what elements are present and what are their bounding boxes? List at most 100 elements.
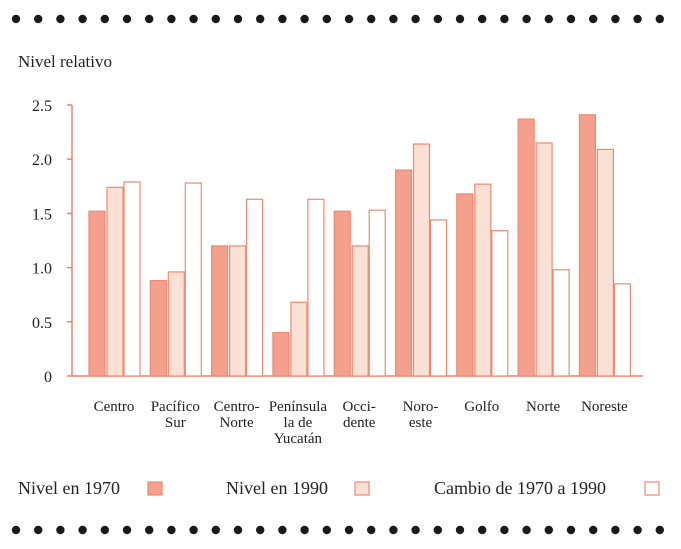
- y-tick-label: 2.0: [32, 152, 52, 169]
- bar-1: [212, 246, 228, 376]
- y-tick-label: 1.0: [32, 261, 52, 278]
- border-dot: [12, 15, 20, 23]
- border-dot: [167, 15, 175, 23]
- bar-2: [168, 272, 184, 376]
- border-dot: [589, 526, 597, 534]
- bar-1: [457, 194, 473, 376]
- border-dot: [212, 526, 220, 534]
- border-dot: [234, 15, 242, 23]
- y-ticks: 0 0.5 1.0 1.5 2.0 2.5: [32, 98, 72, 386]
- border-dot: [189, 526, 197, 534]
- border-dot: [367, 15, 375, 23]
- y-tick-label: 2.5: [32, 98, 52, 115]
- bar-3: [614, 284, 630, 376]
- border-dot: [256, 15, 264, 23]
- border-dot: [256, 526, 264, 534]
- border-dot: [478, 15, 486, 23]
- border-dot: [633, 15, 641, 23]
- category-label: Península la de Yucatán: [269, 399, 328, 447]
- y-tick-label: 1.5: [32, 206, 52, 223]
- border-dot: [300, 526, 308, 534]
- category-labels: Centro Pacífico Sur Centro-Norte Península la…: [94, 399, 628, 447]
- bar-3: [553, 270, 569, 376]
- bar-1: [579, 115, 595, 376]
- legend: Nivel en 1970 Nivel en 1990 Cambio de 1970…: [18, 478, 659, 498]
- border-dot: [434, 15, 442, 23]
- border-dot: [323, 526, 331, 534]
- border-dot: [611, 15, 619, 23]
- border-dot: [389, 526, 397, 534]
- border-dot: [167, 526, 175, 534]
- bar-2: [291, 302, 307, 376]
- y-axis-label: Nivel relativo: [18, 52, 112, 71]
- y-tick-label: 0.5: [32, 315, 52, 332]
- border-dot: [278, 526, 286, 534]
- bar-3: [492, 231, 508, 376]
- border-dot: [456, 15, 464, 23]
- border-dot: [189, 15, 197, 23]
- y-tick-label: 0: [44, 369, 52, 386]
- category-label: Centro: [94, 399, 135, 415]
- bar-3: [369, 210, 385, 376]
- border-dot: [500, 15, 508, 23]
- bar-2: [475, 184, 491, 376]
- bar-3: [124, 182, 140, 376]
- border-dot: [478, 526, 486, 534]
- bar-1: [89, 211, 105, 376]
- dotted-border-top: [12, 15, 664, 23]
- border-dot: [656, 15, 664, 23]
- category-label: Golfo: [464, 399, 499, 415]
- bar-2: [536, 143, 552, 376]
- bar-2: [230, 246, 246, 376]
- border-dot: [234, 526, 242, 534]
- border-dot: [367, 526, 375, 534]
- bar-1: [334, 211, 350, 376]
- border-dot: [456, 526, 464, 534]
- border-dot: [145, 15, 153, 23]
- bar-3: [185, 183, 201, 376]
- border-dot: [656, 526, 664, 534]
- legend-swatch: [645, 482, 659, 495]
- category-label: Noro-este: [403, 399, 439, 431]
- category-label: Noreste: [581, 399, 628, 415]
- category-label: Norte: [526, 399, 560, 415]
- border-dot: [411, 526, 419, 534]
- border-dot: [56, 15, 64, 23]
- border-dot: [300, 15, 308, 23]
- border-dot: [611, 526, 619, 534]
- border-dot: [567, 526, 575, 534]
- legend-label: Nivel en 1970: [18, 478, 120, 498]
- category-label: Centro-Norte: [214, 399, 260, 431]
- border-dot: [500, 526, 508, 534]
- border-dot: [123, 15, 131, 23]
- bar-1: [273, 333, 289, 376]
- border-dot: [212, 15, 220, 23]
- border-dot: [345, 15, 353, 23]
- legend-label: Nivel en 1990: [226, 478, 328, 498]
- border-dot: [633, 526, 641, 534]
- bar-3: [431, 220, 447, 376]
- border-dot: [56, 526, 64, 534]
- border-dot: [411, 15, 419, 23]
- bar-3: [308, 199, 324, 376]
- category-label: Occi-dente: [343, 399, 376, 431]
- bar-2: [352, 246, 368, 376]
- border-dot: [101, 526, 109, 534]
- bars: [89, 115, 630, 376]
- legend-label: Cambio de 1970 a 1990: [434, 478, 606, 498]
- bar-2: [597, 149, 613, 376]
- category-label: Pacífico Sur: [151, 399, 200, 431]
- border-dot: [545, 526, 553, 534]
- bar-2: [414, 144, 430, 376]
- border-dot: [78, 526, 86, 534]
- border-dot: [345, 526, 353, 534]
- bar-1: [396, 170, 412, 376]
- bar-3: [247, 199, 263, 376]
- legend-swatch: [355, 482, 369, 495]
- border-dot: [34, 15, 42, 23]
- border-dot: [389, 15, 397, 23]
- border-dot: [78, 15, 86, 23]
- border-dot: [278, 15, 286, 23]
- border-dot: [145, 526, 153, 534]
